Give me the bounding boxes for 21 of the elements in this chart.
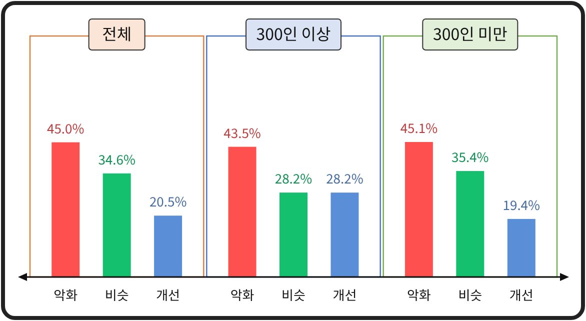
data-label: 20.5% [149, 192, 187, 211]
x-tick-label: 악화 [406, 285, 431, 304]
data-label: 45.0% [46, 118, 84, 138]
data-label: 35.4% [452, 147, 489, 166]
chart-title: 300인 미만 [432, 21, 508, 45]
x-tick-label: 악화 [54, 285, 78, 304]
x-tick-label: 비슷 [104, 285, 129, 304]
chart-title: 300인 이상 [256, 21, 331, 45]
x-tick-label: 악화 [230, 285, 254, 304]
x-tick-label: 개선 [332, 285, 357, 304]
data-label: 45.1% [400, 118, 438, 137]
x-tick-label: 비슷 [458, 285, 482, 304]
data-label: 28.2% [326, 168, 364, 188]
data-label: 19.4% [502, 194, 540, 214]
data-label: 43.5% [224, 122, 261, 142]
data-label: 34.6% [98, 149, 136, 168]
data-label: 28.2% [274, 168, 312, 188]
x-tick-label: 비슷 [282, 285, 306, 304]
x-tick-label: 개선 [156, 285, 180, 304]
chart-title: 전체 [102, 21, 132, 45]
x-tick-label: 개선 [509, 285, 534, 304]
